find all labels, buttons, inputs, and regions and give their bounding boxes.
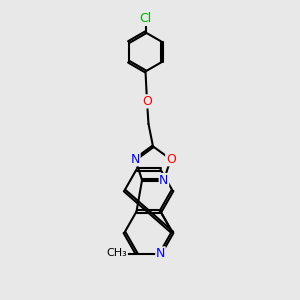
Text: O: O — [142, 95, 152, 108]
Text: Cl: Cl — [140, 12, 152, 26]
Text: N: N — [130, 153, 140, 166]
Text: CH₃: CH₃ — [106, 248, 128, 259]
Text: N: N — [159, 173, 169, 187]
Text: O: O — [166, 153, 175, 166]
Text: N: N — [156, 247, 165, 260]
